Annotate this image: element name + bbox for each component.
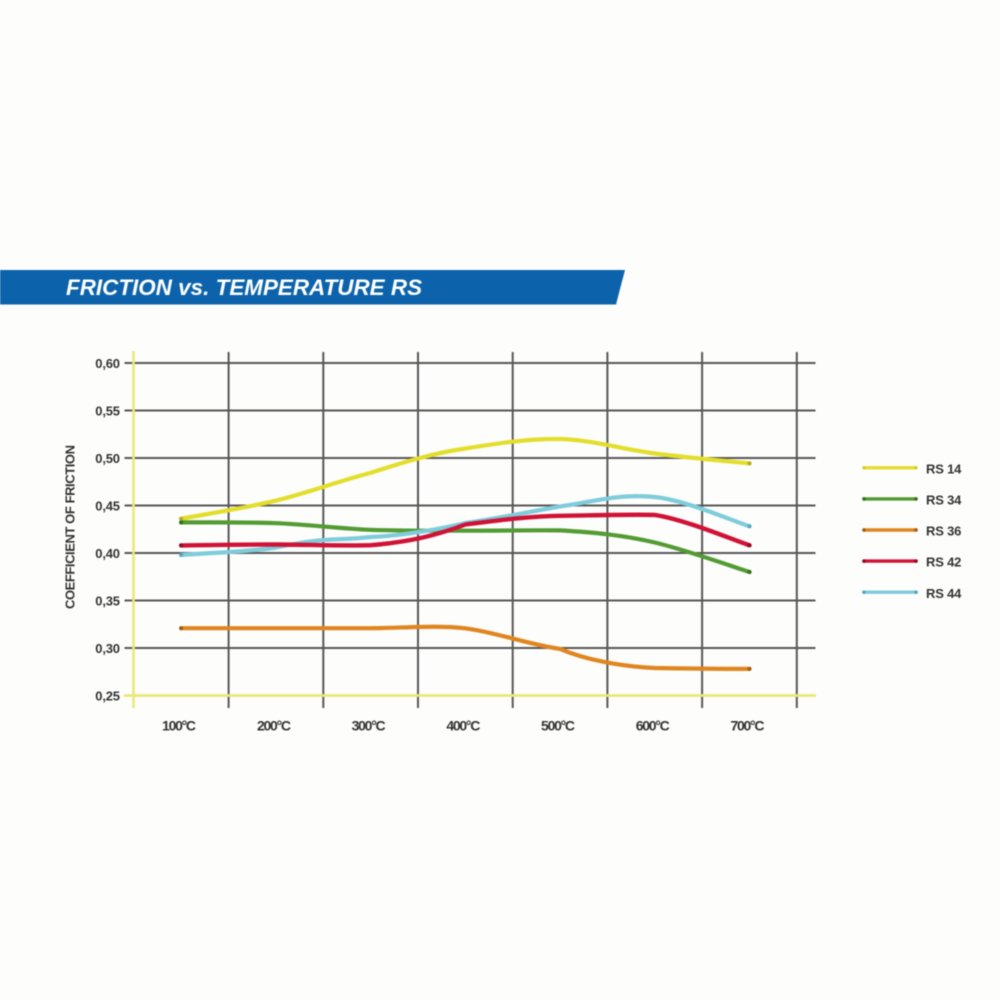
svg-text:500°C: 500°C bbox=[541, 718, 575, 734]
svg-text:0,45: 0,45 bbox=[95, 499, 120, 514]
svg-text:100°C: 100°C bbox=[162, 718, 196, 734]
svg-text:RS 44: RS 44 bbox=[926, 586, 962, 601]
svg-text:600°C: 600°C bbox=[636, 718, 670, 734]
svg-text:0,35: 0,35 bbox=[95, 594, 120, 609]
svg-text:RS 14: RS 14 bbox=[926, 461, 962, 476]
svg-text:700°C: 700°C bbox=[730, 718, 764, 734]
svg-text:0,30: 0,30 bbox=[95, 641, 120, 656]
svg-text:0,60: 0,60 bbox=[95, 356, 120, 371]
svg-text:0,55: 0,55 bbox=[95, 404, 120, 419]
svg-text:400°C: 400°C bbox=[446, 718, 480, 734]
svg-text:COEFFICIENT OF FRICTION: COEFFICIENT OF FRICTION bbox=[63, 445, 78, 609]
svg-text:0,50: 0,50 bbox=[95, 451, 120, 466]
svg-text:RS 42: RS 42 bbox=[926, 555, 961, 570]
svg-text:RS 34: RS 34 bbox=[926, 493, 962, 508]
svg-text:0,25: 0,25 bbox=[95, 689, 120, 704]
svg-text:300°C: 300°C bbox=[352, 718, 386, 734]
svg-text:RS 36: RS 36 bbox=[926, 524, 961, 539]
svg-text:200°C: 200°C bbox=[257, 718, 291, 734]
svg-text:FRICTION vs. TEMPERATURE RS: FRICTION vs. TEMPERATURE RS bbox=[66, 275, 422, 300]
svg-text:0,40: 0,40 bbox=[95, 546, 120, 561]
